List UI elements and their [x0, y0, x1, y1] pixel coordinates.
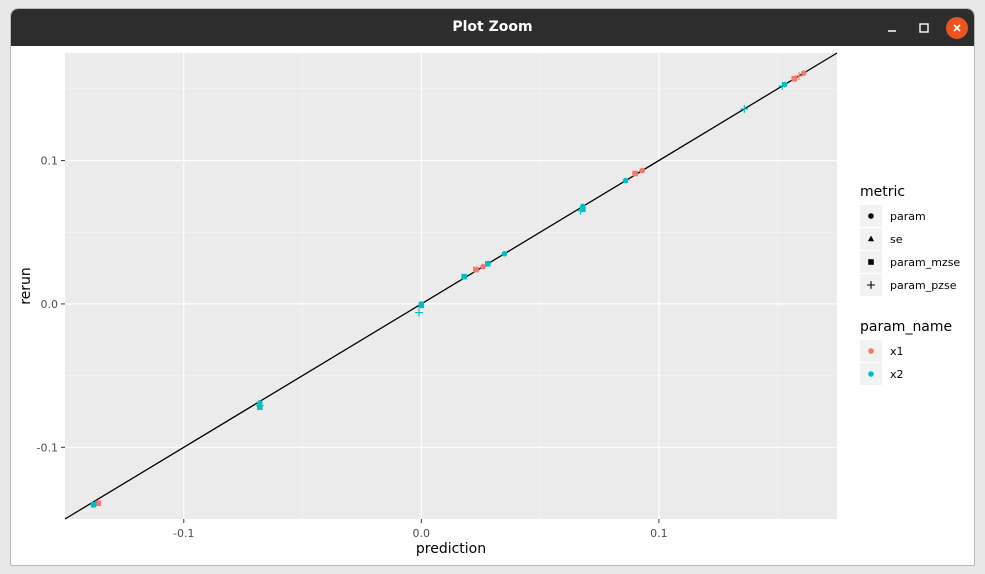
plot-zoom-window: Plot Zoom -0.1 0.0 0.1 -0.1 0.0 0.1 predicti…: [10, 8, 975, 566]
data-point: [580, 206, 586, 213]
x-tick-label: 0.0: [413, 527, 431, 540]
legend-title: metric: [860, 184, 905, 200]
x-tick-label: -0.1: [173, 527, 194, 540]
y-axis-label: rerun: [18, 267, 34, 305]
y-tick-label: -0.1: [37, 441, 58, 454]
close-button[interactable]: [946, 17, 968, 39]
reference-line: [64, 52, 838, 520]
x-axis-label: prediction: [416, 541, 486, 557]
legend-key-symbol: [868, 213, 874, 219]
data-point: [415, 308, 423, 317]
scatter-plot: -0.1 0.0 0.1 -0.1 0.0 0.1 prediction rerun m…: [18, 52, 960, 557]
data-point: [95, 500, 102, 507]
data-point: [90, 501, 97, 508]
x-axis-ticks: -0.1 0.0 0.1: [173, 519, 668, 540]
legend-label: param_pzse: [890, 279, 957, 292]
data-point: [622, 177, 629, 184]
y-tick-label: 0.1: [41, 155, 59, 168]
data-point: [418, 302, 425, 309]
data-points: [90, 70, 807, 508]
data-point: [461, 273, 467, 280]
identity-line: [64, 52, 838, 520]
legend-label: param_mzse: [890, 256, 960, 269]
data-point: [485, 260, 491, 267]
maximize-icon: [919, 23, 929, 33]
legend-label: x1: [890, 345, 904, 358]
y-tick-label: 0.0: [41, 298, 59, 311]
data-point: [740, 105, 749, 113]
title-bar[interactable]: Plot Zoom: [11, 9, 974, 46]
legend: metric param se param_mzse param_pzse param_n…: [860, 184, 960, 385]
data-point: [576, 206, 585, 215]
data-point: [639, 167, 646, 174]
legend-key-symbol: [868, 371, 874, 377]
data-point: [800, 70, 807, 76]
minimize-icon: [888, 30, 896, 32]
x-tick-label: 0.1: [650, 527, 668, 540]
data-point: [795, 72, 803, 80]
legend-key-symbol: [867, 281, 875, 289]
legend-key-symbol: [868, 348, 874, 354]
legend-label: x2: [890, 368, 904, 381]
data-point: [473, 266, 479, 273]
close-icon: [953, 24, 961, 32]
grid-lines: [65, 53, 837, 519]
legend-key-symbol: [867, 235, 875, 242]
data-point: [501, 250, 508, 257]
data-point: [791, 76, 798, 82]
data-point: [480, 263, 486, 270]
legend-title: param_name: [860, 319, 952, 335]
y-axis-ticks: -0.1 0.0 0.1: [37, 155, 65, 454]
window-title: Plot Zoom: [452, 19, 533, 35]
data-point: [778, 82, 787, 90]
legend-key-symbol: [868, 259, 874, 265]
data-point: [632, 170, 638, 177]
legend-label: param: [890, 210, 926, 223]
data-point: [255, 401, 264, 410]
legend-label: se: [890, 233, 903, 246]
maximize-button[interactable]: [913, 17, 935, 39]
minimize-button[interactable]: [881, 17, 903, 39]
